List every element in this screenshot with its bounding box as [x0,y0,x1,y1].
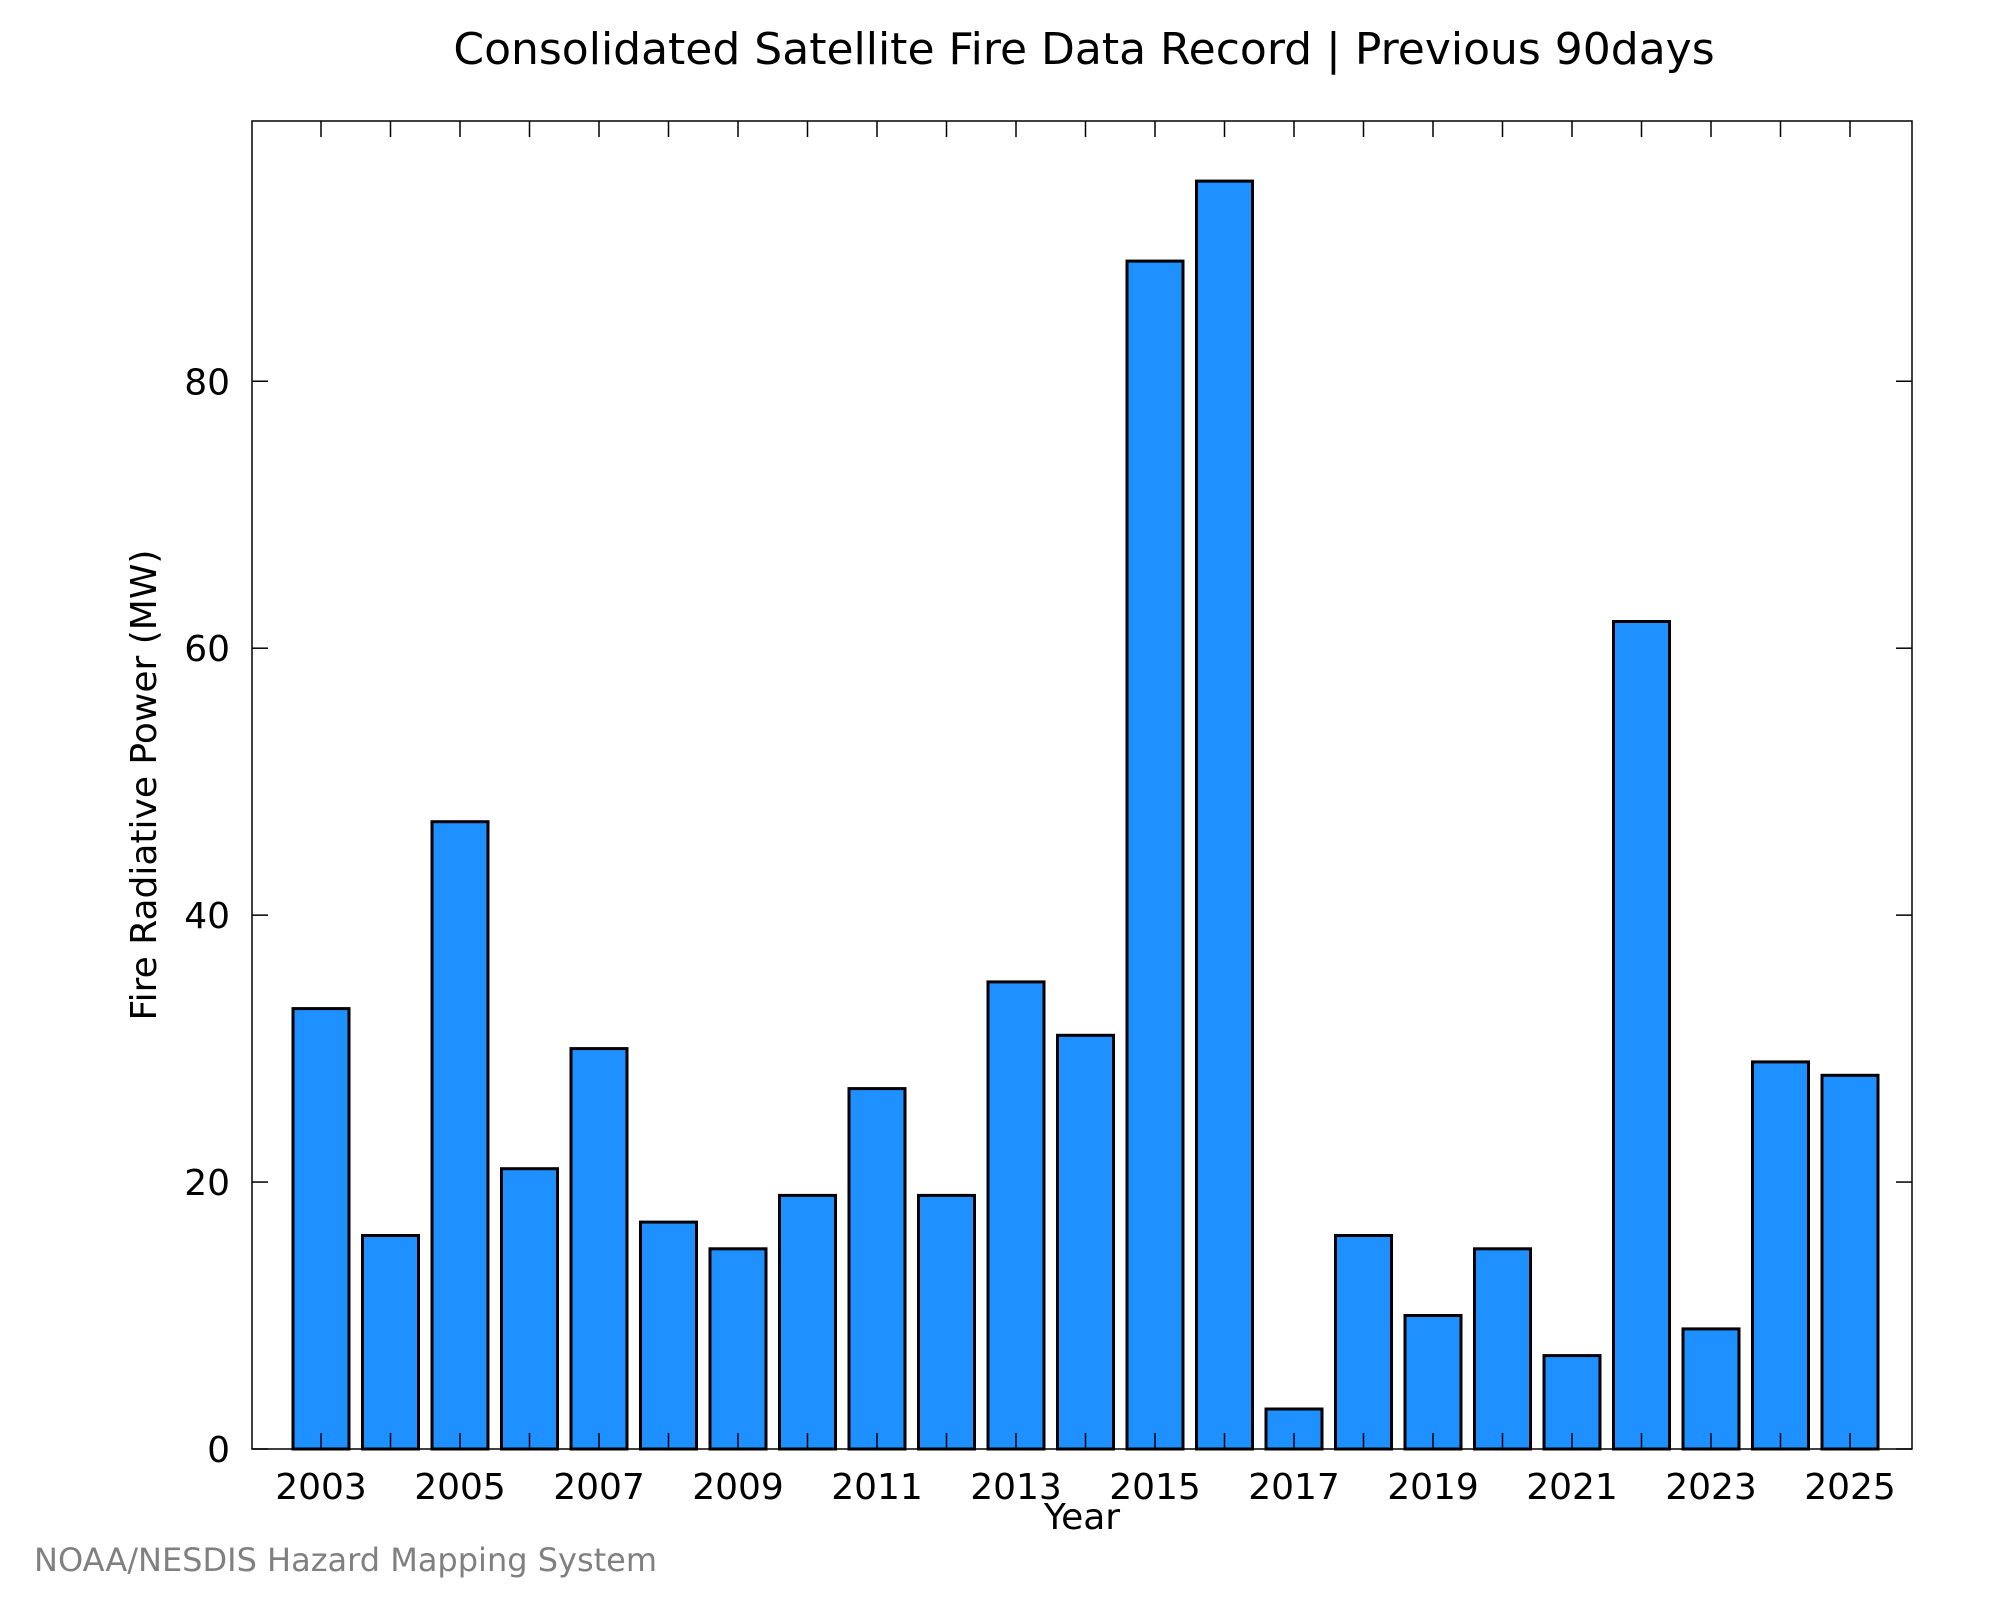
y-tick-label: 40 [184,896,230,937]
bar-2004 [361,1234,420,1451]
y-tick-label: 80 [184,362,230,403]
bar-2020 [1473,1247,1532,1451]
bar-2013 [986,980,1046,1451]
y-tick-label: 0 [207,1430,230,1471]
bar-series [291,179,1880,1451]
bar-2025 [1820,1073,1880,1451]
plot-frame [251,120,1913,1450]
bar-2006 [500,1167,559,1451]
bar-2009 [708,1247,768,1451]
x-tick-label: 2011 [831,1467,923,1508]
x-tick-label: 2021 [1526,1467,1618,1508]
bar-2010 [778,1193,837,1451]
y-axis: 0 20 40 60 80 [184,362,1912,1471]
bar-2018 [1334,1234,1393,1451]
bar-2015 [1125,259,1185,1451]
bar-2022 [1612,620,1671,1451]
y-tick-label: 60 [184,629,230,670]
bar-2011 [847,1087,907,1451]
bar-2012 [917,1193,976,1451]
x-tick-label: 2009 [692,1467,784,1508]
x-tick-label: 2005 [414,1467,506,1508]
bar-2023 [1681,1327,1741,1451]
bar-2005 [430,820,490,1451]
bar-2024 [1751,1060,1810,1451]
chart-title: Consolidated Satellite Fire Data Record … [453,24,1714,75]
x-tick-label: 2003 [275,1467,367,1508]
y-tick-label: 20 [184,1163,230,1204]
bar-2016 [1195,179,1254,1451]
x-axis: 2003 2005 2007 2009 2011 2013 2015 2017 2019 2021… [275,121,1896,1508]
y-axis-label: Fire Radiative Power (MW) [124,550,165,1021]
x-tick-label: 2013 [970,1467,1062,1508]
bar-2019 [1403,1314,1463,1451]
bar-2007 [569,1047,629,1451]
x-tick-label: 2015 [1109,1467,1201,1508]
x-tick-label: 2023 [1665,1467,1757,1508]
x-tick-label: 2017 [1248,1467,1340,1508]
bar-2003 [291,1007,351,1451]
bar-2008 [639,1220,698,1451]
x-tick-label: 2025 [1804,1467,1896,1508]
x-tick-label: 2007 [553,1467,645,1508]
bar-2014 [1056,1033,1115,1451]
x-axis-label: Year [1043,1497,1120,1538]
x-tick-label: 2019 [1387,1467,1479,1508]
source-credit: NOAA/NESDIS Hazard Mapping System [34,1541,657,1579]
